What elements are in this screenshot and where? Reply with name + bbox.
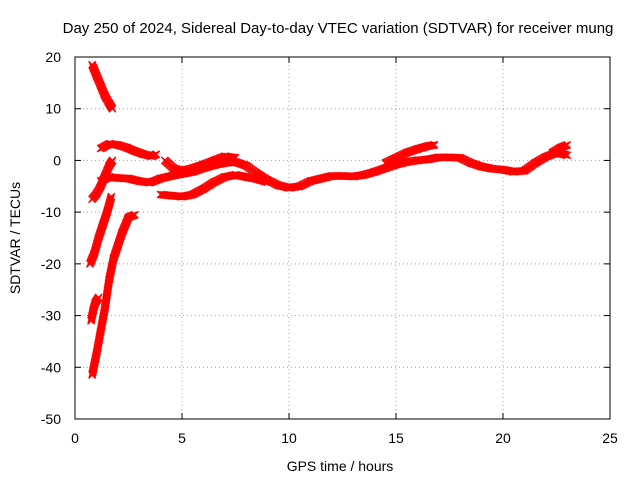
data-point xyxy=(230,153,239,162)
data-point xyxy=(106,194,115,203)
series-arc-11 xyxy=(548,140,572,157)
data-point xyxy=(228,153,237,162)
y-axis-label: SDTVAR / TECUs xyxy=(7,182,23,294)
y-tick-label: -50 xyxy=(41,411,61,427)
y-tick-label: -20 xyxy=(41,256,61,272)
y-tick-label: 10 xyxy=(45,101,61,117)
series-arc-4 xyxy=(85,192,116,268)
data-point xyxy=(152,150,161,159)
plot-frame xyxy=(74,56,611,420)
data-point xyxy=(107,192,116,201)
series-arc-7 xyxy=(96,148,572,192)
x-tick-label: 25 xyxy=(602,430,618,446)
data-point xyxy=(427,141,436,150)
series-arc-10 xyxy=(381,140,439,168)
chart-title: Day 250 of 2024, Sidereal Day-to-day VTE… xyxy=(63,20,614,37)
x-tick-label: 0 xyxy=(71,430,79,446)
y-tick-label: -10 xyxy=(41,204,61,220)
grid-lines xyxy=(75,57,610,419)
series-arc-9 xyxy=(156,170,272,201)
data-series xyxy=(85,60,572,380)
series-arc-8 xyxy=(160,152,240,175)
data-point xyxy=(563,151,572,160)
series-arc-1 xyxy=(88,60,117,113)
data-point xyxy=(106,195,115,204)
y-tick-label: 20 xyxy=(45,49,61,65)
data-point xyxy=(561,150,570,159)
data-point xyxy=(563,140,572,149)
data-point xyxy=(108,156,117,165)
data-point xyxy=(560,150,569,159)
y-tick-label: -40 xyxy=(41,359,61,375)
series-arc-2 xyxy=(96,139,161,161)
data-point xyxy=(94,293,103,302)
data-point xyxy=(263,178,272,187)
data-point xyxy=(231,153,240,162)
x-tick-label: 15 xyxy=(388,430,404,446)
x-axis-label: GPS time / hours xyxy=(287,458,394,474)
y-tick-label: 0 xyxy=(53,152,61,168)
axis-ticks: 0 5 10 15 20 25 20 10 0 -10 -20 -30 -40 -50 xyxy=(41,49,618,446)
data-point xyxy=(130,210,139,219)
data-point xyxy=(430,140,439,149)
series-arc-5 xyxy=(87,293,103,325)
y-tick-label: -30 xyxy=(41,308,61,324)
series-arc-6 xyxy=(88,210,139,380)
x-tick-label: 10 xyxy=(281,430,297,446)
x-tick-label: 5 xyxy=(178,430,186,446)
data-point xyxy=(429,141,438,150)
data-point xyxy=(108,104,117,113)
x-tick-label: 20 xyxy=(495,430,511,446)
